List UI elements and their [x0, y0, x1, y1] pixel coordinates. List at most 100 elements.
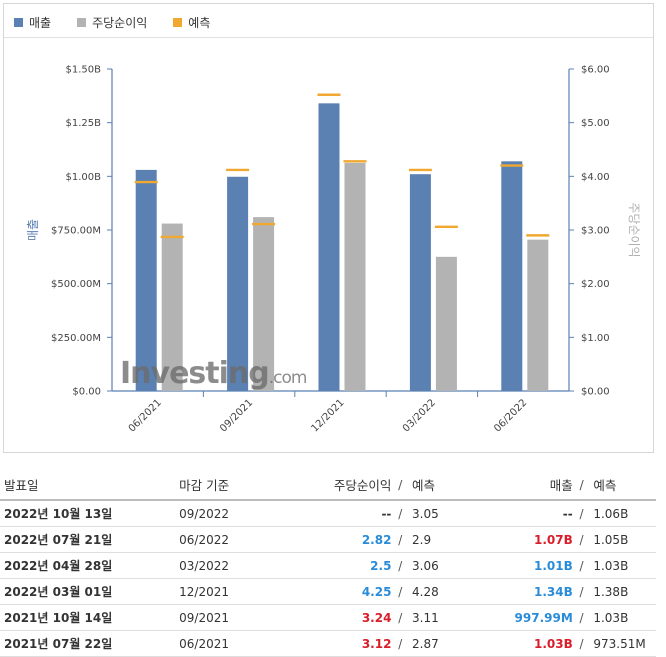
x-tick-label: 06/2022 — [492, 397, 529, 434]
row-separator: / — [573, 630, 590, 657]
revenue-bar — [227, 176, 249, 391]
row-date: 2022년 07월 21일 — [0, 526, 179, 553]
row-date: 2022년 03월 01일 — [0, 578, 179, 605]
row-revenue-actual: -- — [473, 500, 574, 527]
investing-watermark: Investing.com — [120, 356, 307, 391]
right-axis-title: 주당순이익 — [627, 202, 641, 257]
row-period: 12/2021 — [178, 578, 288, 605]
row-separator: / — [573, 578, 590, 605]
row-separator: / — [392, 604, 408, 631]
header-date[interactable]: 발표일 — [0, 470, 179, 501]
legend-swatch-estimate — [173, 17, 183, 27]
right-tick-label: $5.00 — [581, 118, 610, 129]
row-revenue-actual: 1.03B — [473, 630, 574, 657]
revenue-bar — [501, 161, 523, 391]
row-revenue-estimate: 1.05B — [589, 526, 656, 553]
row-eps-estimate: 3.06 — [408, 552, 474, 579]
row-eps-estimate: 2.87 — [408, 630, 474, 657]
table-row: 2021년 07월 22일 06/2021 3.12/2.87 1.03B/973.5… — [0, 630, 656, 657]
right-tick-label: $1.00 — [581, 333, 610, 344]
legend-item-eps[interactable]: 주당순이익 — [77, 14, 147, 31]
table-row: 2022년 03월 01일 12/2021 4.25/4.28 1.34B/1.38B — [0, 578, 656, 605]
row-revenue-estimate: 1.06B — [589, 500, 656, 527]
eps-bar — [527, 239, 549, 391]
row-eps-estimate: 3.05 — [408, 500, 474, 527]
earnings-table-area: 발표일 마감 기준 주당순이익 / 예측 매출 / 예측 2022년 10월 1… — [0, 470, 666, 657]
legend-label-eps: 주당순이익 — [92, 15, 148, 30]
eps-bar — [344, 162, 366, 391]
row-period: 09/2022 — [178, 500, 288, 527]
left-tick-label: $1.50B — [66, 65, 102, 76]
eps-bar — [161, 223, 183, 391]
x-tick-label: 06/2021 — [127, 397, 164, 434]
row-period: 03/2022 — [178, 552, 288, 579]
row-eps-actual: 3.24 — [287, 604, 393, 631]
revenue-bar — [318, 103, 340, 391]
row-revenue-actual: 1.34B — [473, 578, 574, 605]
eps-bar — [435, 256, 457, 391]
row-period: 09/2021 — [178, 604, 288, 631]
row-revenue-estimate: 1.03B — [589, 552, 656, 579]
row-separator: / — [573, 552, 590, 579]
header-separator: / — [573, 470, 590, 501]
row-separator: / — [392, 500, 408, 527]
header-period[interactable]: 마감 기준 — [178, 470, 288, 501]
row-revenue-estimate: 1.38B — [589, 578, 656, 605]
header-separator: / — [392, 470, 408, 501]
chart-panel: 매출 주당순이익 예측 $0.00 $250.00M $500.00M $750.00… — [3, 3, 654, 453]
row-eps-estimate: 3.11 — [408, 604, 474, 631]
right-tick-label: $2.00 — [581, 279, 610, 290]
row-period: 06/2022 — [178, 526, 288, 553]
x-tick-label: 12/2021 — [309, 397, 346, 434]
revenue-bar — [409, 174, 431, 391]
legend-item-estimate[interactable]: 예측 — [173, 14, 210, 31]
header-eps-estimate[interactable]: 예측 — [408, 470, 474, 501]
row-eps-estimate: 4.28 — [408, 578, 474, 605]
legend-swatch-revenue — [14, 17, 23, 27]
table-row: 2022년 07월 21일 06/2022 2.82/2.9 1.07B/1.05B — [0, 526, 656, 553]
left-tick-label: $0.00 — [72, 387, 101, 398]
row-separator: / — [392, 578, 408, 605]
row-revenue-estimate: 973.51M — [589, 630, 656, 657]
table-header-row: 발표일 마감 기준 주당순이익 / 예측 매출 / 예측 — [0, 470, 656, 501]
eps-bar — [253, 217, 275, 391]
left-axis-title: 매출 — [26, 219, 40, 241]
row-eps-actual: 2.5 — [287, 552, 393, 579]
row-revenue-actual: 1.01B — [473, 552, 574, 579]
row-eps-actual: -- — [287, 500, 393, 527]
row-separator: / — [392, 526, 408, 553]
row-separator: / — [392, 552, 408, 579]
left-tick-label: $1.00B — [66, 172, 102, 183]
right-tick-label: $6.00 — [581, 65, 610, 76]
earnings-chart: $0.00 $250.00M $500.00M $750.00M $1.00B $1.25… — [26, 65, 641, 435]
row-revenue-actual: 1.07B — [473, 526, 574, 553]
header-revenue-estimate[interactable]: 예측 — [589, 470, 656, 501]
right-tick-label: $3.00 — [581, 226, 610, 237]
row-date: 2021년 07월 22일 — [0, 630, 179, 657]
right-tick-label: $4.00 — [581, 172, 610, 183]
left-tick-label: $1.25B — [66, 118, 102, 129]
header-revenue[interactable]: 매출 — [473, 470, 574, 501]
row-eps-actual: 4.25 — [287, 578, 393, 605]
left-tick-label: $500.00M — [51, 279, 101, 290]
row-eps-actual: 3.12 — [287, 630, 393, 657]
table-row: 2021년 10월 14일 09/2021 3.24/3.11 997.99M/1.0… — [0, 604, 656, 631]
row-date: 2022년 10월 13일 — [0, 500, 179, 527]
row-separator: / — [573, 500, 590, 527]
x-tick-label: 09/2021 — [218, 397, 255, 434]
header-eps[interactable]: 주당순이익 — [287, 470, 393, 501]
legend-item-revenue[interactable]: 매출 — [14, 14, 51, 31]
x-tick-label: 03/2022 — [401, 397, 438, 434]
row-revenue-estimate: 1.03B — [589, 604, 656, 631]
table-body: 2022년 10월 13일 09/2022 --/3.05 --/1.06B 2022년… — [0, 500, 656, 657]
row-eps-estimate: 2.9 — [408, 526, 474, 553]
row-revenue-actual: 997.99M — [473, 604, 574, 631]
left-tick-label: $250.00M — [51, 333, 101, 344]
row-date: 2022년 04월 28일 — [0, 552, 179, 579]
legend-label-revenue: 매출 — [29, 15, 52, 30]
left-tick-label: $750.00M — [51, 226, 101, 237]
legend-swatch-eps — [77, 17, 87, 27]
table-row: 2022년 04월 28일 03/2022 2.5/3.06 1.01B/1.03B — [0, 552, 656, 579]
watermark-suffix: .com — [269, 368, 307, 388]
table-row: 2022년 10월 13일 09/2022 --/3.05 --/1.06B — [0, 500, 656, 527]
